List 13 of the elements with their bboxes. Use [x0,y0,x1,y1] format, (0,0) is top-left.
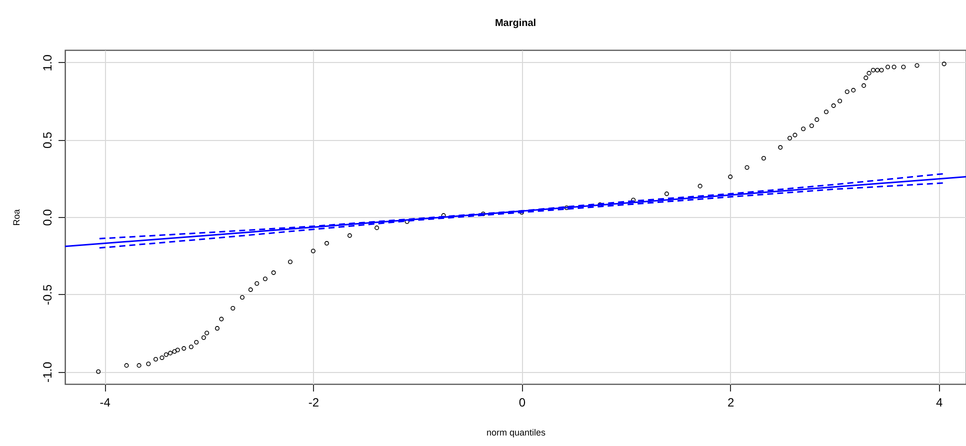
chart-title: Marginal [494,18,536,29]
y-tick-label: 1.0 [40,54,54,72]
y-tick-label: -0.5 [40,284,54,306]
x-tick-label: 4 [936,396,944,410]
y-tick-label: -1.0 [40,361,54,382]
y-axis-title: Roa [12,209,22,226]
x-axis-title: norm quantiles [486,428,546,438]
x-tick-label: -2 [308,396,320,410]
x-tick-label: -4 [100,396,111,410]
y-tick-label: 0.0 [40,208,54,226]
x-tick-label: 0 [518,396,526,410]
x-tick-label: 2 [727,396,734,410]
y-tick-label: 0.5 [40,132,54,149]
